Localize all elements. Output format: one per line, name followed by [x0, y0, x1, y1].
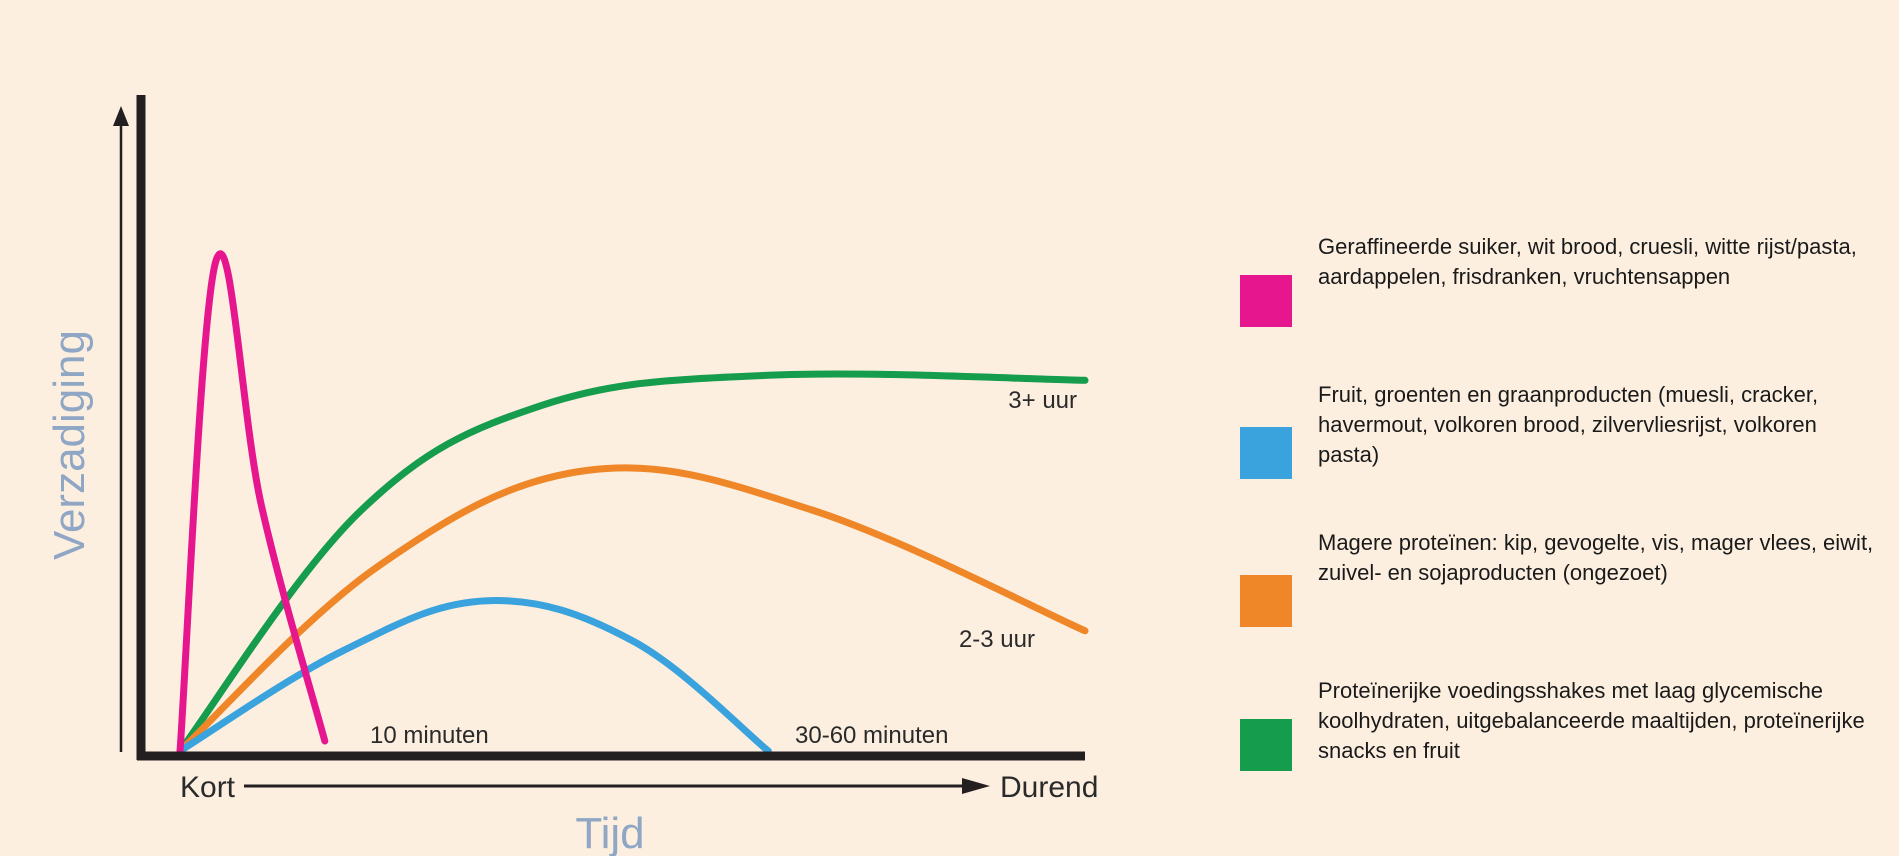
series-layer: [176, 250, 1089, 755]
legend-swatch: [1240, 427, 1292, 479]
legend-item-refined-carbs: Geraffineerde suiker, wit brood, cruesli…: [1240, 232, 1880, 352]
end-label-fruit-grains: 30-60 minuten: [795, 722, 948, 749]
y-axis-label: Verzadiging: [45, 330, 94, 560]
end-label-protein-shakes: 3+ uur: [1008, 387, 1077, 414]
legend-label: Magere proteïnen: kip, gevogelte, vis, m…: [1318, 530, 1874, 585]
end-label-layer: 10 minuten 30-60 minuten 2-3 uur 3+ uur: [370, 387, 1077, 749]
legend-label: Fruit, groenten en graanproducten (muesl…: [1318, 382, 1819, 467]
end-label-refined-carbs: 10 minuten: [370, 722, 489, 749]
legend-label: Proteïnerijke voedingsshakes met laag gl…: [1318, 678, 1865, 763]
x-end-label: Durend: [1000, 771, 1098, 804]
legend-item-fruit-grains: Fruit, groenten en graanproducten (muesl…: [1240, 380, 1880, 500]
legend: Geraffineerde suiker, wit brood, cruesli…: [1240, 232, 1880, 824]
series-line-lean-proteins: [176, 464, 1089, 755]
legend-label: Geraffineerde suiker, wit brood, cruesli…: [1318, 234, 1857, 289]
x-axis-label: Tijd: [575, 809, 644, 856]
legend-swatch: [1240, 719, 1292, 771]
series-line-fruit-grains: [176, 597, 772, 755]
x-arrow-head: [962, 778, 990, 794]
end-label-lean-proteins: 2-3 uur: [959, 626, 1035, 653]
legend-swatch: [1240, 275, 1292, 327]
legend-item-protein-shakes: Proteïnerijke voedingsshakes met laag gl…: [1240, 676, 1880, 796]
series-line-refined-carbs: [176, 250, 329, 755]
x-start-label: Kort: [180, 771, 236, 804]
legend-swatch: [1240, 575, 1292, 627]
y-arrow-head: [113, 106, 129, 126]
legend-item-lean-proteins: Magere proteïnen: kip, gevogelte, vis, m…: [1240, 528, 1880, 648]
